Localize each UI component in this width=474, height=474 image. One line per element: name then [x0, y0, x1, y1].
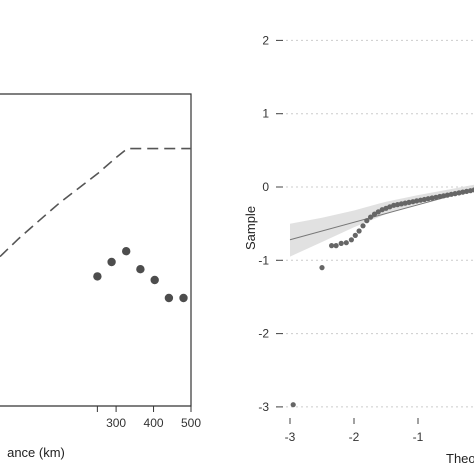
right-data-point — [319, 265, 325, 271]
right-data-point — [356, 228, 362, 234]
left-plot-panel: 300 400 500 ance (km) — [0, 93, 201, 460]
right-data-point — [338, 240, 344, 246]
right-y-tick-label: -1 — [258, 253, 269, 267]
right-data-point — [343, 240, 349, 246]
left-x-tick-label: 500 — [181, 416, 201, 430]
right-data-point — [368, 214, 374, 220]
left-data-point — [179, 293, 188, 303]
left-plot-frame — [0, 93, 192, 407]
right-data-point — [348, 237, 354, 243]
right-data-point — [375, 209, 381, 215]
right-data-point — [290, 402, 296, 408]
right-data-point — [394, 202, 401, 208]
right-data-point — [425, 196, 431, 202]
right-data-point — [464, 188, 470, 194]
right-y-tick-label: -3 — [258, 400, 269, 414]
right-x-tick-label: -2 — [349, 430, 360, 444]
right-data-point — [364, 218, 370, 224]
right-y-tick-label: 2 — [262, 33, 269, 47]
right-data-point — [371, 211, 378, 217]
right-data-point — [329, 243, 335, 249]
left-data-point — [107, 257, 116, 267]
left-data-point — [93, 272, 102, 281]
right-x-tick-label: -3 — [285, 430, 296, 444]
left-x-axis-label: ance (km) — [7, 445, 65, 460]
right-y-axis-label: Sample — [243, 206, 258, 250]
right-x-tick-label: -1 — [413, 430, 424, 444]
left-data-point — [150, 275, 159, 285]
right-data-point — [333, 243, 339, 249]
left-x-tick-label: 300 — [106, 416, 126, 430]
right-data-point — [433, 194, 439, 200]
left-data-point — [164, 293, 174, 303]
right-x-axis-label: Theo — [446, 451, 474, 466]
right-data-point — [452, 191, 458, 197]
left-data-point — [136, 265, 145, 274]
right-data-point — [360, 223, 366, 229]
right-data-point — [387, 204, 393, 210]
right-data-point — [471, 187, 474, 193]
right-data-point — [414, 198, 420, 204]
left-x-tick-label: 400 — [144, 416, 164, 430]
right-y-tick-label: 1 — [262, 107, 269, 121]
left-dashed-line — [0, 147, 191, 258]
left-data-point — [122, 247, 131, 256]
right-data-point — [444, 192, 450, 198]
right-y-tick-label: 0 — [262, 180, 269, 194]
right-data-point — [406, 199, 412, 205]
right-y-tick-label: -2 — [258, 327, 269, 341]
right-data-point — [352, 232, 358, 238]
